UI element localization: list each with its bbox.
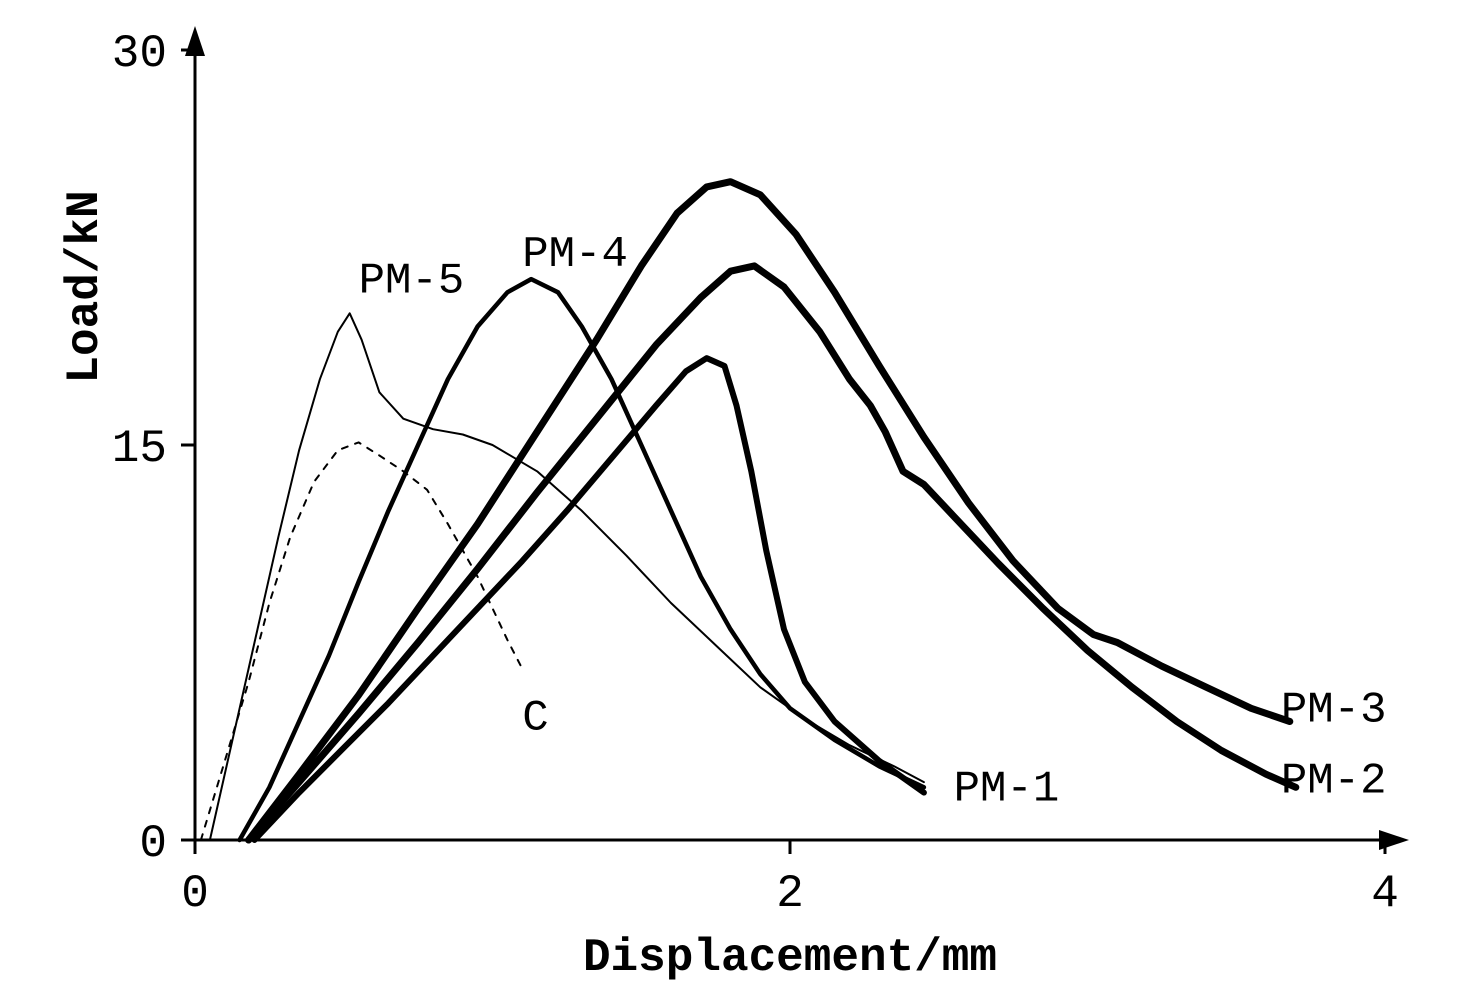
series-label-PM-4: PM-4: [522, 230, 628, 280]
y-tick-label: 15: [112, 423, 167, 475]
series-C: [201, 442, 522, 840]
y-tick-label: 30: [112, 28, 167, 80]
x-tick-label: 4: [1371, 868, 1399, 920]
series-label-PM-5: PM-5: [359, 256, 465, 306]
series-label-C: C: [522, 693, 548, 743]
x-tick-label: 2: [776, 868, 804, 920]
series-label-PM-2: PM-2: [1281, 757, 1387, 807]
series-label-PM-1: PM-1: [954, 765, 1060, 815]
x-tick-label: 0: [181, 868, 209, 920]
y-tick-label: 0: [139, 818, 167, 870]
series-label-PM-3: PM-3: [1281, 686, 1387, 736]
y-axis-label: Load/kN: [59, 190, 111, 383]
x-axis-label: Displacement/mm: [583, 932, 997, 984]
series-PM-2: [249, 266, 1296, 840]
load-displacement-chart: 0 2 4 0 15 30 Displacement/mm Load/kN C PM-5 PM-4…: [0, 0, 1472, 1006]
